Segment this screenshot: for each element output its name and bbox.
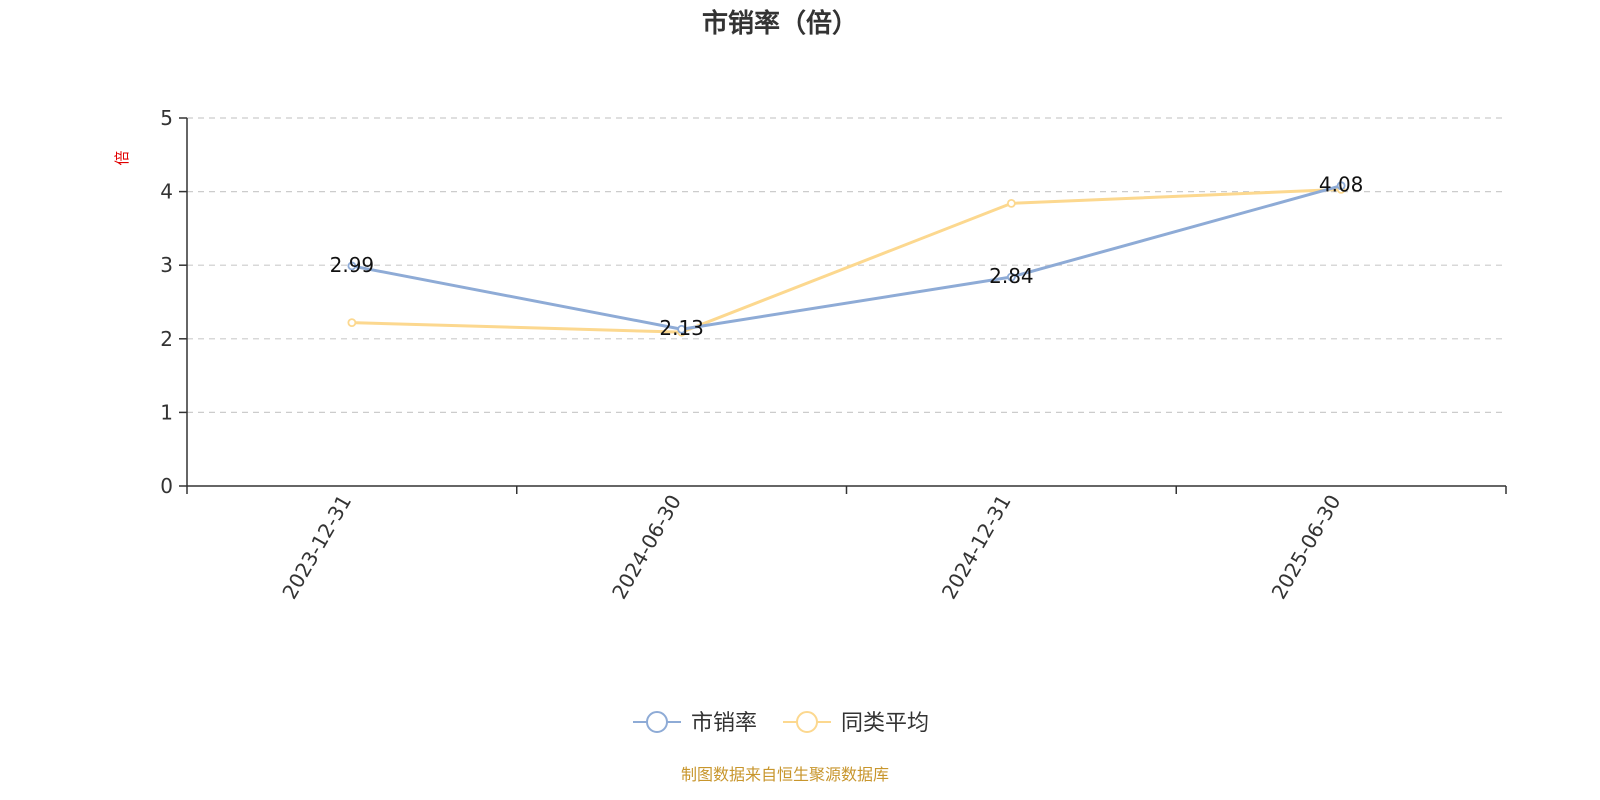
data-label: 2.13: [659, 316, 704, 340]
legend[interactable]: 市销率 同类平均: [633, 711, 929, 736]
series-lines: [347, 181, 1346, 337]
x-tick-label: 2025-06-30: [1267, 491, 1346, 604]
data-label: 2.99: [330, 253, 375, 277]
data-labels: 2.99 2.13 2.84 4.08: [330, 173, 1364, 341]
data-point: [677, 324, 687, 334]
legend-swatch-marker: [796, 711, 818, 733]
axes: 0 1 2 3 4 5 2023-12-31 2024-06-30 2024-12-31 2025…: [160, 106, 1507, 604]
grid-lines: [187, 117, 1506, 413]
legend-label: 市销率: [691, 711, 757, 736]
data-point: [1336, 181, 1346, 191]
legend-swatch-marker: [646, 711, 668, 733]
y-tick-label: 4: [160, 180, 173, 204]
x-tick-label: 2023-12-31: [277, 491, 356, 604]
data-label: 2.84: [989, 264, 1034, 288]
x-tick-label: 2024-12-31: [937, 491, 1016, 604]
legend-label: 同类平均: [841, 711, 929, 736]
data-point: [347, 261, 357, 271]
y-tick-label: 3: [160, 253, 173, 277]
y-axis-unit-label: 倍: [113, 150, 131, 165]
y-tick-label: 0: [160, 474, 173, 498]
legend-item-1[interactable]: 市销率: [633, 711, 757, 736]
chart-title: 市销率（倍）: [702, 8, 858, 39]
data-label: 4.08: [1319, 173, 1364, 197]
data-point: [1006, 272, 1016, 282]
data-point: [1006, 198, 1016, 208]
series-line-2: [351, 187, 1342, 334]
series-line-1: [351, 184, 1342, 331]
y-tick-label: 1: [160, 400, 173, 424]
source-note: 制图数据来自恒生聚源数据库: [681, 765, 889, 784]
data-point: [347, 318, 357, 328]
y-tick-label: 5: [160, 106, 173, 130]
x-tick-label: 2024-06-30: [607, 491, 686, 604]
y-tick-label: 2: [160, 327, 173, 351]
legend-item-2[interactable]: 同类平均: [783, 711, 929, 736]
